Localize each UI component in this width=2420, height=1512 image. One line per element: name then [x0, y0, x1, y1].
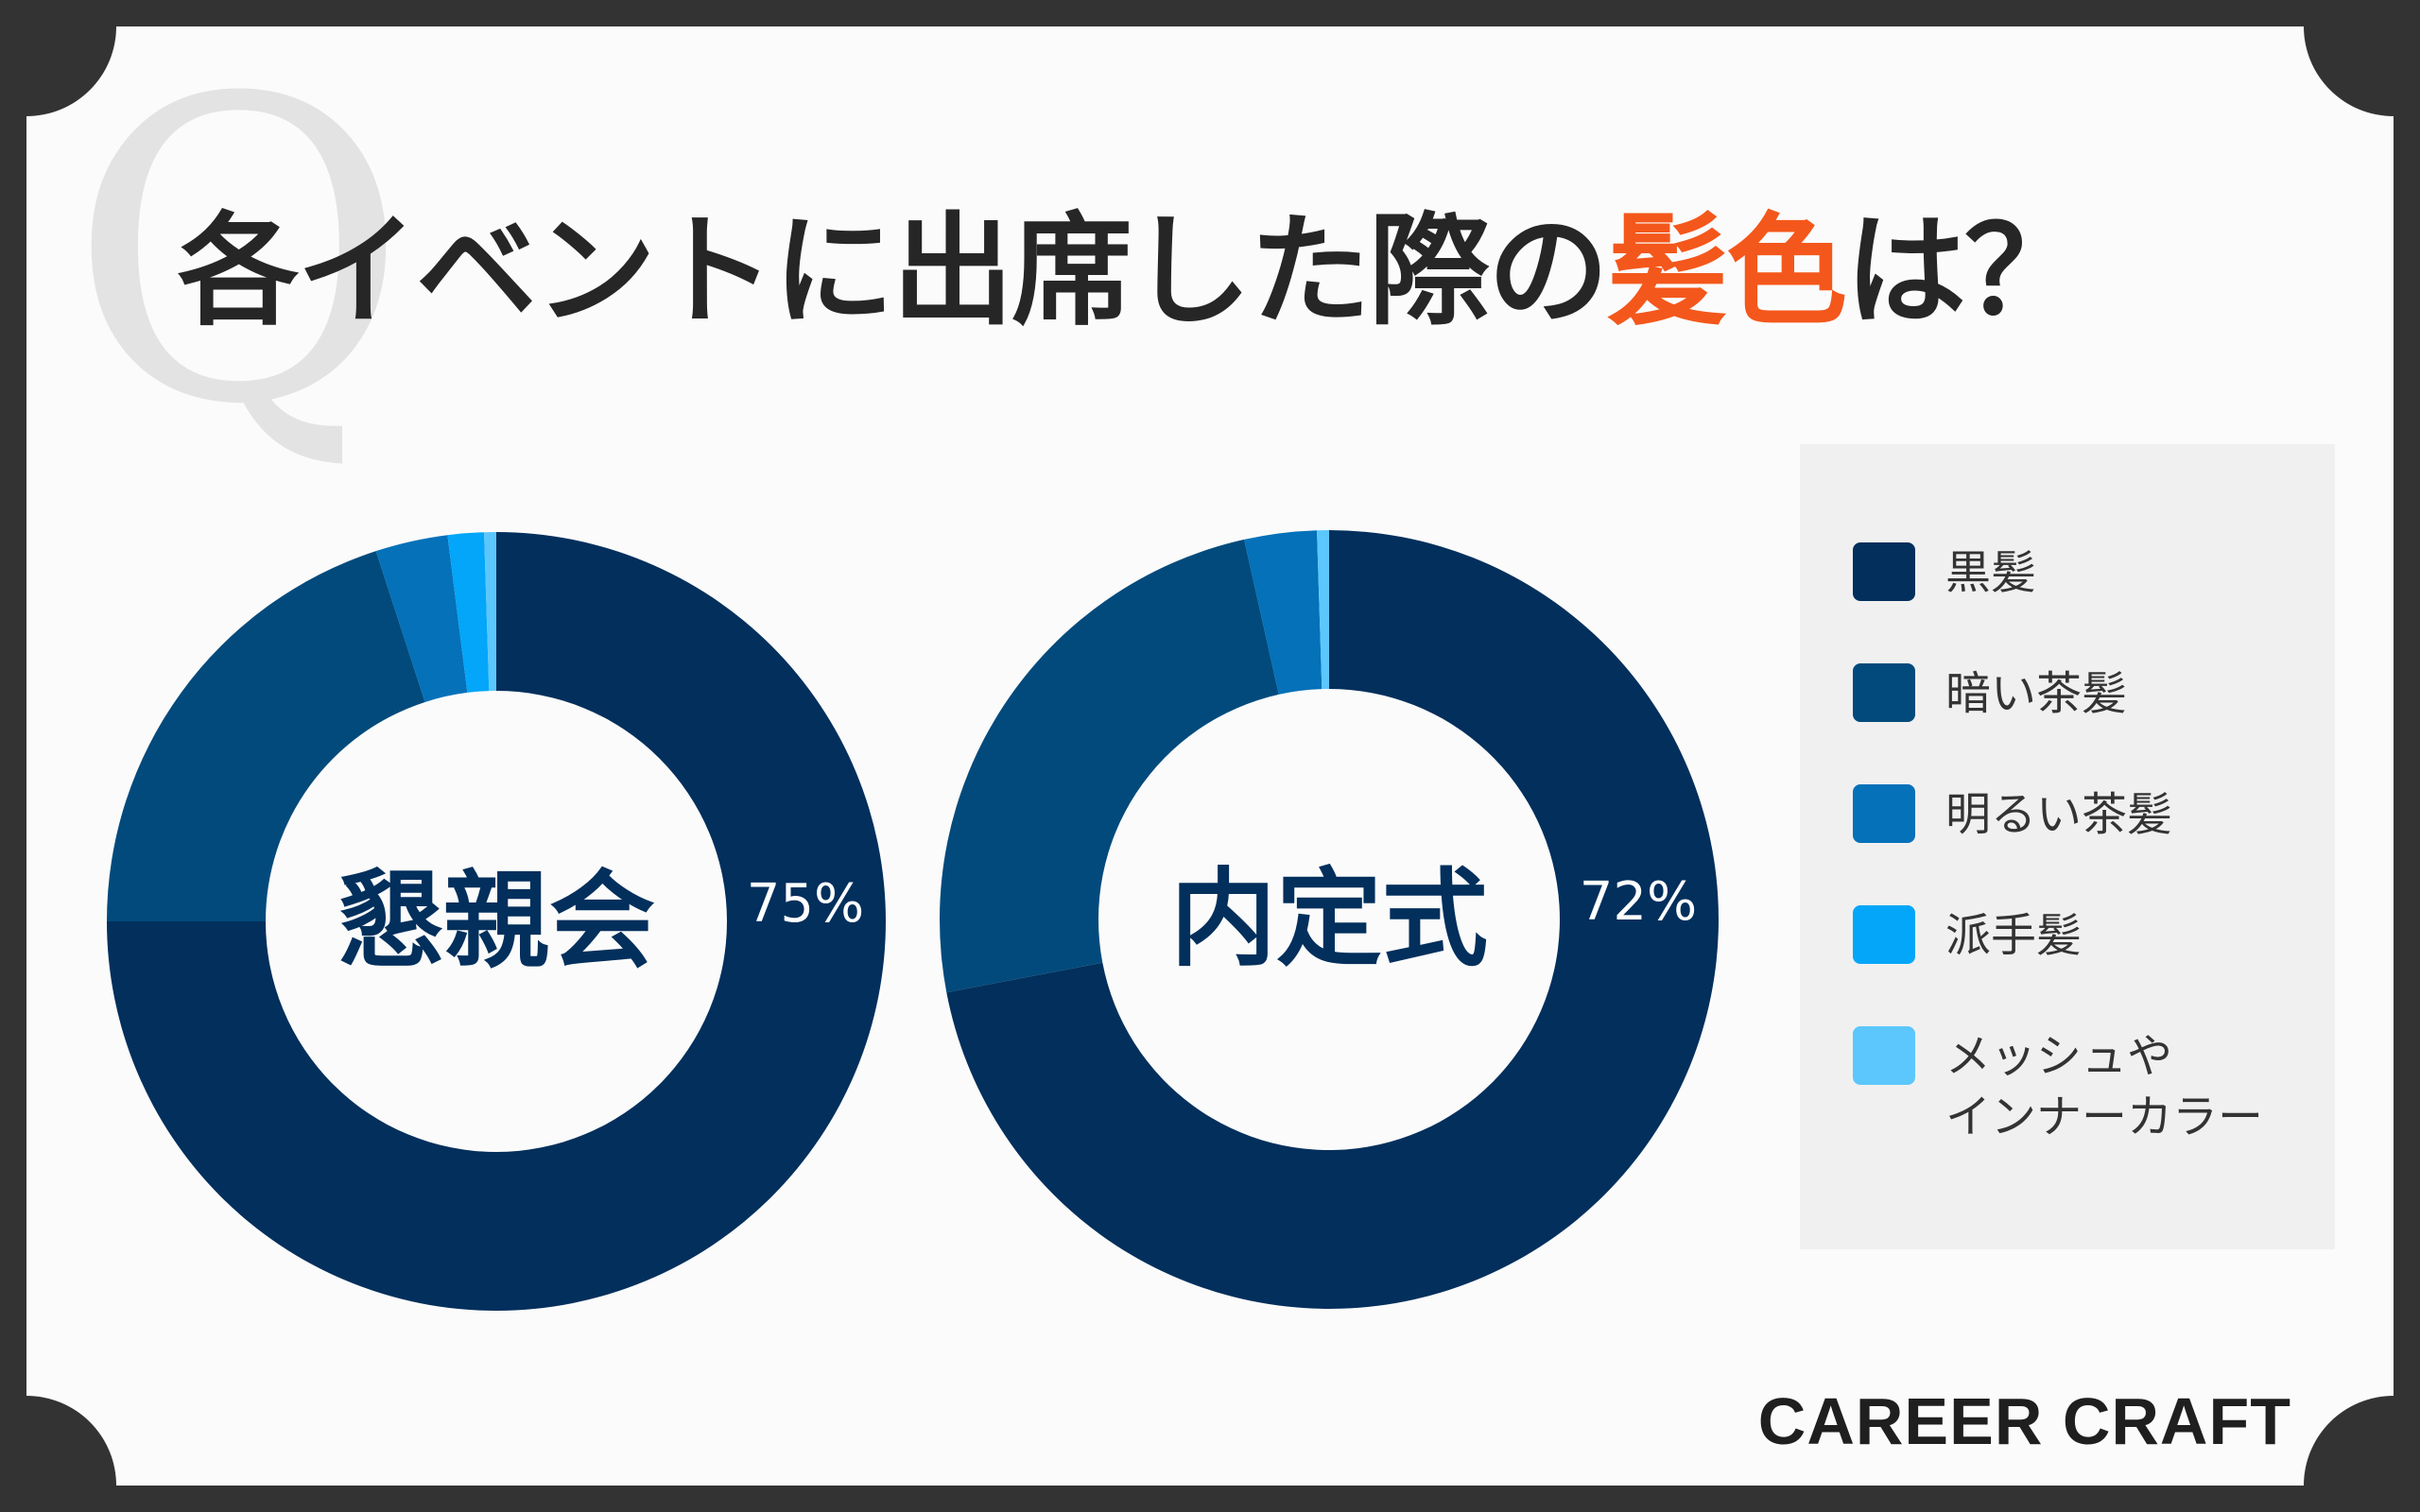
- legend-label: 黒髪: [1945, 546, 2037, 599]
- legend-swatch: [1853, 1026, 1915, 1085]
- donut-slice: [1317, 530, 1329, 690]
- donut-center-label: 内定式: [1170, 858, 1488, 981]
- page-title: 各イベントに出席した際の髪色は？: [178, 173, 2085, 348]
- brand-logo: CAREER CRAFT: [1757, 1384, 2291, 1458]
- legend-item: 暗い茶髪: [1853, 663, 2127, 724]
- question-watermark: Q: [68, 26, 409, 495]
- donut-slice: [447, 532, 490, 693]
- donut-slice: [484, 532, 496, 692]
- donut-slice: [940, 539, 1279, 993]
- legend-swatch: [1853, 542, 1915, 601]
- donut-slice: [375, 535, 468, 702]
- title-suffix: は？: [1845, 201, 2085, 342]
- chart-legend: 黒髪 暗い茶髪 明るい茶髪 派手髪 メッシュや インナーカラー: [1800, 444, 2335, 1249]
- legend-item: 明るい茶髪: [1853, 784, 2172, 845]
- donut-data-label: 72%: [1580, 871, 1697, 933]
- donut-data-label: 75%: [747, 873, 864, 935]
- legend-item: 派手髪: [1853, 905, 2082, 966]
- legend-label: メッシュや インナーカラー: [1945, 1030, 2264, 1143]
- donut-chart-konshinkai: 懇親会 75%: [107, 532, 886, 1311]
- legend-label: 派手髪: [1945, 909, 2083, 962]
- legend-swatch: [1853, 663, 1915, 722]
- legend-swatch: [1853, 905, 1915, 964]
- donut-slice: [946, 530, 1719, 1310]
- title-accent: 髪色: [1607, 201, 1847, 342]
- donut-slice: [107, 551, 425, 921]
- legend-label: 明るい茶髪: [1945, 788, 2173, 841]
- donut-slice: [107, 532, 886, 1311]
- legend-label: 暗い茶髪: [1945, 667, 2128, 720]
- legend-item: メッシュや インナーカラー: [1853, 1026, 2263, 1147]
- donut-slice: [1244, 530, 1322, 695]
- legend-swatch: [1853, 784, 1915, 843]
- donut-chart-naiteishiki: 内定式 72%: [940, 530, 1719, 1310]
- donut-center-label: 懇親会: [337, 860, 655, 983]
- legend-item: 黒髪: [1853, 542, 2036, 603]
- title-prefix: 各イベントに出席した際の: [178, 201, 1609, 342]
